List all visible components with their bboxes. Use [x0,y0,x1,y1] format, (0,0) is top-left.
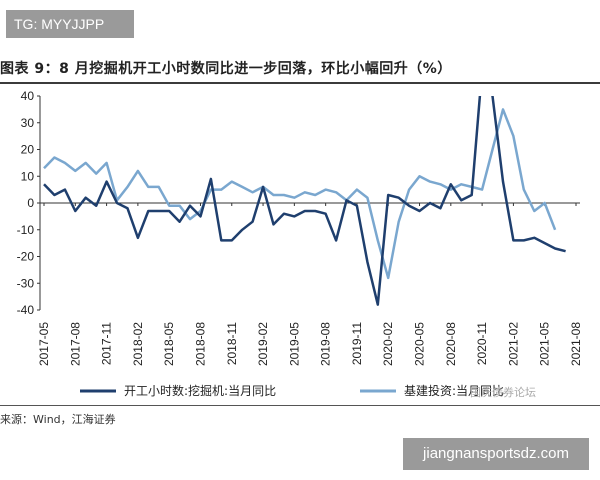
x-tick-label: 2021-05 [538,322,552,366]
series-line-1 [43,96,566,306]
series-lines [43,96,566,306]
source-note: 来源：Wind，江海证券 [0,413,116,426]
x-tick-label: 2018-02 [131,322,145,366]
x-tick-label: 2017-08 [68,322,82,366]
x-tick-label: 2021-08 [569,322,583,366]
y-tick-label: 20 [21,143,35,157]
y-tick-label: 40 [21,89,35,103]
title-rule [0,82,600,84]
watermark-bottom: jiangnansportsdz.com [403,438,589,470]
legend: 开工小时数:挖掘机:当月同比 基建投资:当月同比 [80,383,504,398]
y-tick-label: 0 [27,196,34,210]
x-tick-label: 2018-05 [162,322,176,366]
x-tick-label: 2020-02 [381,322,395,366]
x-tick-label: 2020-11 [475,322,489,365]
x-tick-label: 2018-08 [193,322,207,366]
y-axis-ticks: 40 30 20 10 0 -10 -20 -30 -40 [17,89,40,317]
x-axis-ticks: 2017-05 2017-08 2017-11 2018-02 2018-05 2018-… [37,203,583,366]
series-line-2 [43,108,557,280]
x-tick-label: 2020-05 [413,322,427,366]
legend-label-2: 基建投资:当月同比 [404,383,504,398]
x-tick-label: 2019-05 [287,322,301,366]
watermark-top: TG: MYYJJPP [6,10,134,38]
y-tick-label: 30 [21,116,35,130]
chart-title: 图表 9：8 月挖掘机开工小时数同比进一步回落，环比小幅回升（%） [0,61,452,77]
y-tick-label: -10 [17,223,35,237]
x-tick-label: 2019-08 [319,322,333,366]
y-tick-label: -30 [17,276,35,290]
x-tick-label: 2021-02 [506,322,520,366]
source-rule [0,405,600,406]
legend-label-1: 开工小时数:挖掘机:当月同比 [124,383,276,398]
y-tick-label: 10 [21,169,35,183]
x-tick-label: 2018-11 [225,322,239,365]
y-tick-label: -20 [17,250,35,264]
x-tick-label: 2017-11 [100,322,114,365]
x-tick-label: 2020-08 [444,322,458,366]
x-tick-label: 2019-11 [350,322,364,365]
x-tick-label: 2017-05 [37,322,51,366]
watermark-overlay: 国庆债券论坛 [470,386,536,399]
x-tick-label: 2019-02 [256,322,270,366]
y-tick-label: -40 [17,303,35,317]
